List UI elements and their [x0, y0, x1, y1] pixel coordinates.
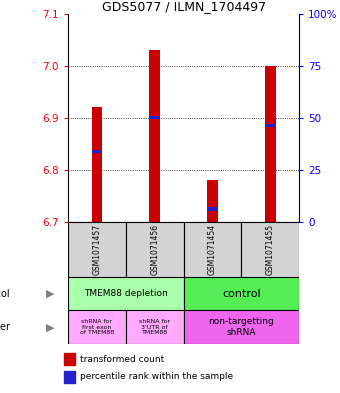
Bar [68, 222, 126, 277]
Bar [150, 116, 160, 119]
Bar [126, 222, 184, 277]
Text: protocol: protocol [0, 289, 10, 299]
Bar [184, 277, 299, 310]
Bar [207, 180, 218, 222]
Bar [68, 277, 184, 310]
Text: GSM1071455: GSM1071455 [266, 224, 275, 275]
Bar [207, 208, 218, 211]
Text: GSM1071456: GSM1071456 [150, 224, 159, 275]
Text: control: control [222, 289, 261, 299]
Bar [92, 108, 102, 222]
Text: non-targetting
shRNA: non-targetting shRNA [208, 318, 274, 337]
Bar [184, 222, 241, 277]
Bar [64, 371, 75, 383]
Text: GSM1071454: GSM1071454 [208, 224, 217, 275]
Text: shRNA for
first exon
of TMEM88: shRNA for first exon of TMEM88 [80, 319, 114, 336]
Text: GSM1071457: GSM1071457 [92, 224, 101, 275]
Text: percentile rank within the sample: percentile rank within the sample [80, 372, 233, 381]
Bar [64, 353, 75, 365]
Bar [265, 124, 275, 127]
Bar [241, 222, 299, 277]
Bar [265, 66, 275, 222]
Text: ▶: ▶ [46, 322, 54, 332]
Bar [92, 150, 102, 153]
Title: GDS5077 / ILMN_1704497: GDS5077 / ILMN_1704497 [102, 0, 266, 13]
Text: shRNA for
3'UTR of
TMEM88: shRNA for 3'UTR of TMEM88 [139, 319, 170, 336]
Text: ▶: ▶ [46, 289, 54, 299]
Bar [150, 50, 160, 222]
Bar [126, 310, 184, 344]
Text: TMEM88 depletion: TMEM88 depletion [84, 289, 168, 298]
Bar [68, 310, 126, 344]
Bar [184, 310, 299, 344]
Text: transformed count: transformed count [80, 355, 164, 364]
Text: other: other [0, 322, 10, 332]
